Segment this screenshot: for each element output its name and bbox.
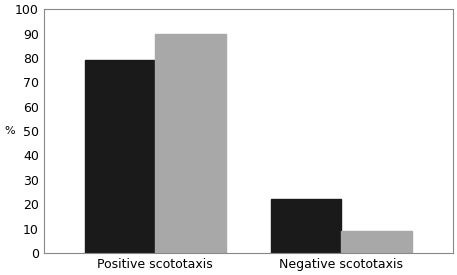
Bar — [155, 34, 226, 253]
Bar — [85, 60, 155, 253]
Bar — [341, 231, 412, 253]
Bar — [271, 199, 341, 253]
Y-axis label: %: % — [4, 126, 15, 136]
